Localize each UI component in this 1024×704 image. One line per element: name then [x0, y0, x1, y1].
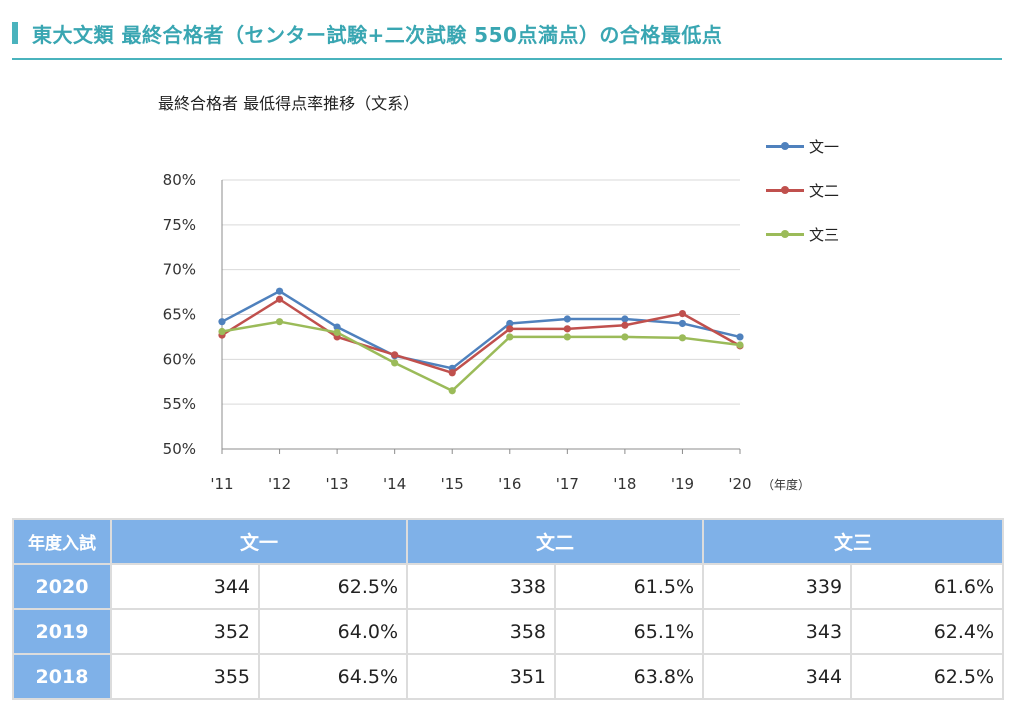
rate-cell: 64.5% — [257, 653, 409, 700]
rate-cell: 61.5% — [554, 563, 705, 610]
table-row: 2018 355 64.5% 351 63.8% 344 62.5% — [12, 653, 1005, 700]
table-header-bun2: 文二 — [406, 518, 705, 565]
legend-marker-bun3 — [781, 230, 789, 238]
row-year: 2019 — [12, 608, 112, 655]
data-point-2 — [678, 310, 687, 318]
table-header-bun1: 文一 — [109, 518, 409, 565]
y-tick-label: 75% — [163, 216, 196, 234]
table-header-row: 年度入試 文一 文二 文三 — [12, 518, 1005, 565]
data-point-1 — [333, 323, 341, 331]
data-point-1 — [678, 319, 687, 328]
x-tick-label: '14 — [383, 475, 406, 493]
score-cell: 355 — [110, 653, 260, 700]
series-line-3 — [221, 320, 741, 392]
row-year: 2018 — [12, 653, 112, 700]
score-cell: 339 — [702, 563, 853, 610]
legend-label-bun2: 文二 — [809, 182, 840, 200]
data-point-1 — [736, 333, 744, 341]
section-heading: 東大文類 最終合格者（センター試験+二次試験 550点満点）の合格最低点 — [12, 16, 1002, 60]
series-line-2 — [221, 298, 741, 375]
rate-cell: 62.4% — [850, 608, 1005, 655]
score-table: 年度入試 文一 文二 文三 2020 344 62.5% 338 61.5% 3… — [12, 518, 1005, 700]
y-tick-label: 50% — [163, 440, 196, 458]
x-tick-label: '19 — [671, 475, 694, 493]
table-row: 2020 344 62.5% 338 61.5% 339 61.6% — [12, 563, 1005, 610]
rate-cell: 61.6% — [850, 563, 1005, 610]
legend-label-bun3: 文三 — [809, 226, 840, 244]
data-point-2 — [391, 351, 399, 359]
score-cell: 352 — [110, 608, 260, 655]
data-point-3 — [333, 328, 341, 337]
data-point-1 — [563, 315, 571, 323]
data-point-2 — [506, 325, 514, 333]
page-title: 東大文類 最終合格者（センター試験+二次試験 550点満点）の合格最低点 — [32, 23, 723, 47]
data-point-2 — [275, 295, 284, 303]
score-cell: 344 — [702, 653, 853, 700]
data-point-1 — [506, 319, 514, 328]
data-point-2 — [448, 369, 456, 377]
data-point-3 — [506, 333, 514, 341]
data-point-3 — [621, 333, 629, 341]
x-tick-label: '20 — [728, 475, 751, 493]
x-tick-label: '18 — [613, 475, 636, 493]
score-cell: 358 — [406, 608, 557, 655]
x-tick-label: '17 — [556, 475, 579, 493]
rate-cell: 64.0% — [257, 608, 409, 655]
legend-marker-bun1 — [781, 142, 789, 150]
x-tick-label: '12 — [268, 475, 291, 493]
y-tick-label: 70% — [163, 261, 196, 279]
line-chart: 50% 55% 60% 65% 70% 75% 80% '11 '12 '13 '14 '15 '16 '… — [163, 171, 810, 493]
data-point-1 — [275, 287, 284, 295]
data-point-1 — [218, 318, 226, 326]
data-point-2 — [621, 321, 629, 329]
x-tick-label: '11 — [210, 475, 233, 493]
data-point-1 — [621, 315, 629, 323]
x-tick-label: '15 — [441, 475, 464, 493]
data-point-3 — [736, 341, 744, 349]
y-tick-label: 80% — [163, 171, 196, 189]
y-tick-label: 65% — [163, 306, 196, 324]
x-tick-label: '13 — [326, 475, 349, 493]
score-cell: 351 — [406, 653, 557, 700]
rate-cell: 65.1% — [554, 608, 705, 655]
y-tick-label: 55% — [163, 395, 196, 413]
data-point-3 — [448, 387, 456, 395]
table-header-bun3: 文三 — [702, 518, 1005, 565]
table-row: 2019 352 64.0% 358 65.1% 343 62.4% — [12, 608, 1005, 655]
table-header-corner: 年度入試 — [12, 518, 112, 565]
y-tick-label: 60% — [163, 350, 196, 368]
row-year: 2020 — [12, 563, 112, 610]
rate-cell: 62.5% — [850, 653, 1005, 700]
score-cell: 344 — [110, 563, 260, 610]
data-point-3 — [391, 359, 399, 367]
data-point-2 — [563, 325, 571, 333]
data-point-3 — [678, 334, 687, 342]
heading-accent-bar — [12, 22, 18, 44]
data-point-3 — [275, 318, 284, 326]
rate-cell: 62.5% — [257, 563, 409, 610]
rate-cell: 63.8% — [554, 653, 705, 700]
score-cell: 338 — [406, 563, 557, 610]
legend-label-bun1: 文一 — [809, 138, 840, 156]
score-cell: 343 — [702, 608, 853, 655]
legend-marker-bun2 — [781, 186, 789, 194]
series-line-1 — [221, 289, 741, 370]
data-point-3 — [218, 327, 226, 336]
x-axis-label: （年度） — [762, 477, 810, 492]
data-point-3 — [563, 333, 571, 341]
chart-title: 最終合格者 最低得点率推移（文系） — [158, 94, 420, 113]
x-tick-label: '16 — [498, 475, 521, 493]
